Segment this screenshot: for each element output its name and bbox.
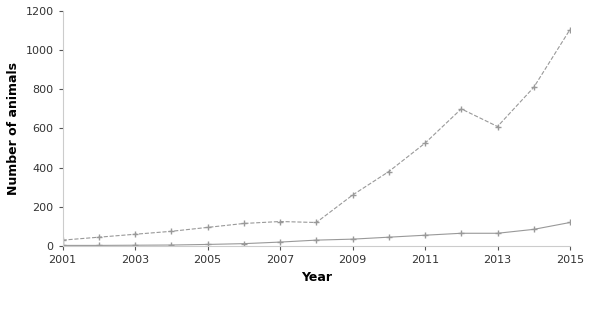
Breeding boars	[95, 243, 102, 247]
Breeding boars	[132, 243, 139, 247]
Breeding boars	[494, 231, 501, 235]
Breeding boars	[421, 233, 428, 237]
Legend: Breeding boars, Breeding sows: Breeding boars, Breeding sows	[189, 327, 443, 328]
Breeding boars	[313, 238, 320, 242]
Breeding boars	[241, 242, 248, 246]
Breeding boars	[458, 231, 465, 235]
Breeding boars	[277, 240, 284, 244]
Breeding boars	[385, 235, 392, 239]
Breeding sows	[458, 107, 465, 111]
Breeding sows	[530, 85, 537, 89]
Breeding sows	[421, 141, 428, 145]
Line: Breeding sows: Breeding sows	[59, 26, 573, 244]
Breeding sows	[277, 219, 284, 223]
Line: Breeding boars: Breeding boars	[59, 219, 573, 249]
Breeding sows	[385, 170, 392, 174]
Breeding sows	[132, 232, 139, 236]
Breeding sows	[349, 193, 356, 197]
Breeding sows	[241, 221, 248, 225]
Breeding sows	[204, 225, 211, 229]
Breeding boars	[59, 243, 66, 247]
Y-axis label: Number of animals: Number of animals	[7, 62, 20, 195]
Breeding boars	[530, 227, 537, 231]
Breeding sows	[95, 235, 102, 239]
Breeding sows	[494, 125, 501, 129]
Breeding boars	[566, 220, 573, 224]
Breeding boars	[349, 237, 356, 241]
X-axis label: Year: Year	[301, 271, 332, 284]
Breeding sows	[313, 220, 320, 224]
Breeding sows	[566, 28, 573, 31]
Breeding boars	[168, 243, 175, 247]
Breeding boars	[204, 242, 211, 246]
Breeding sows	[168, 229, 175, 233]
Breeding sows	[59, 238, 66, 242]
